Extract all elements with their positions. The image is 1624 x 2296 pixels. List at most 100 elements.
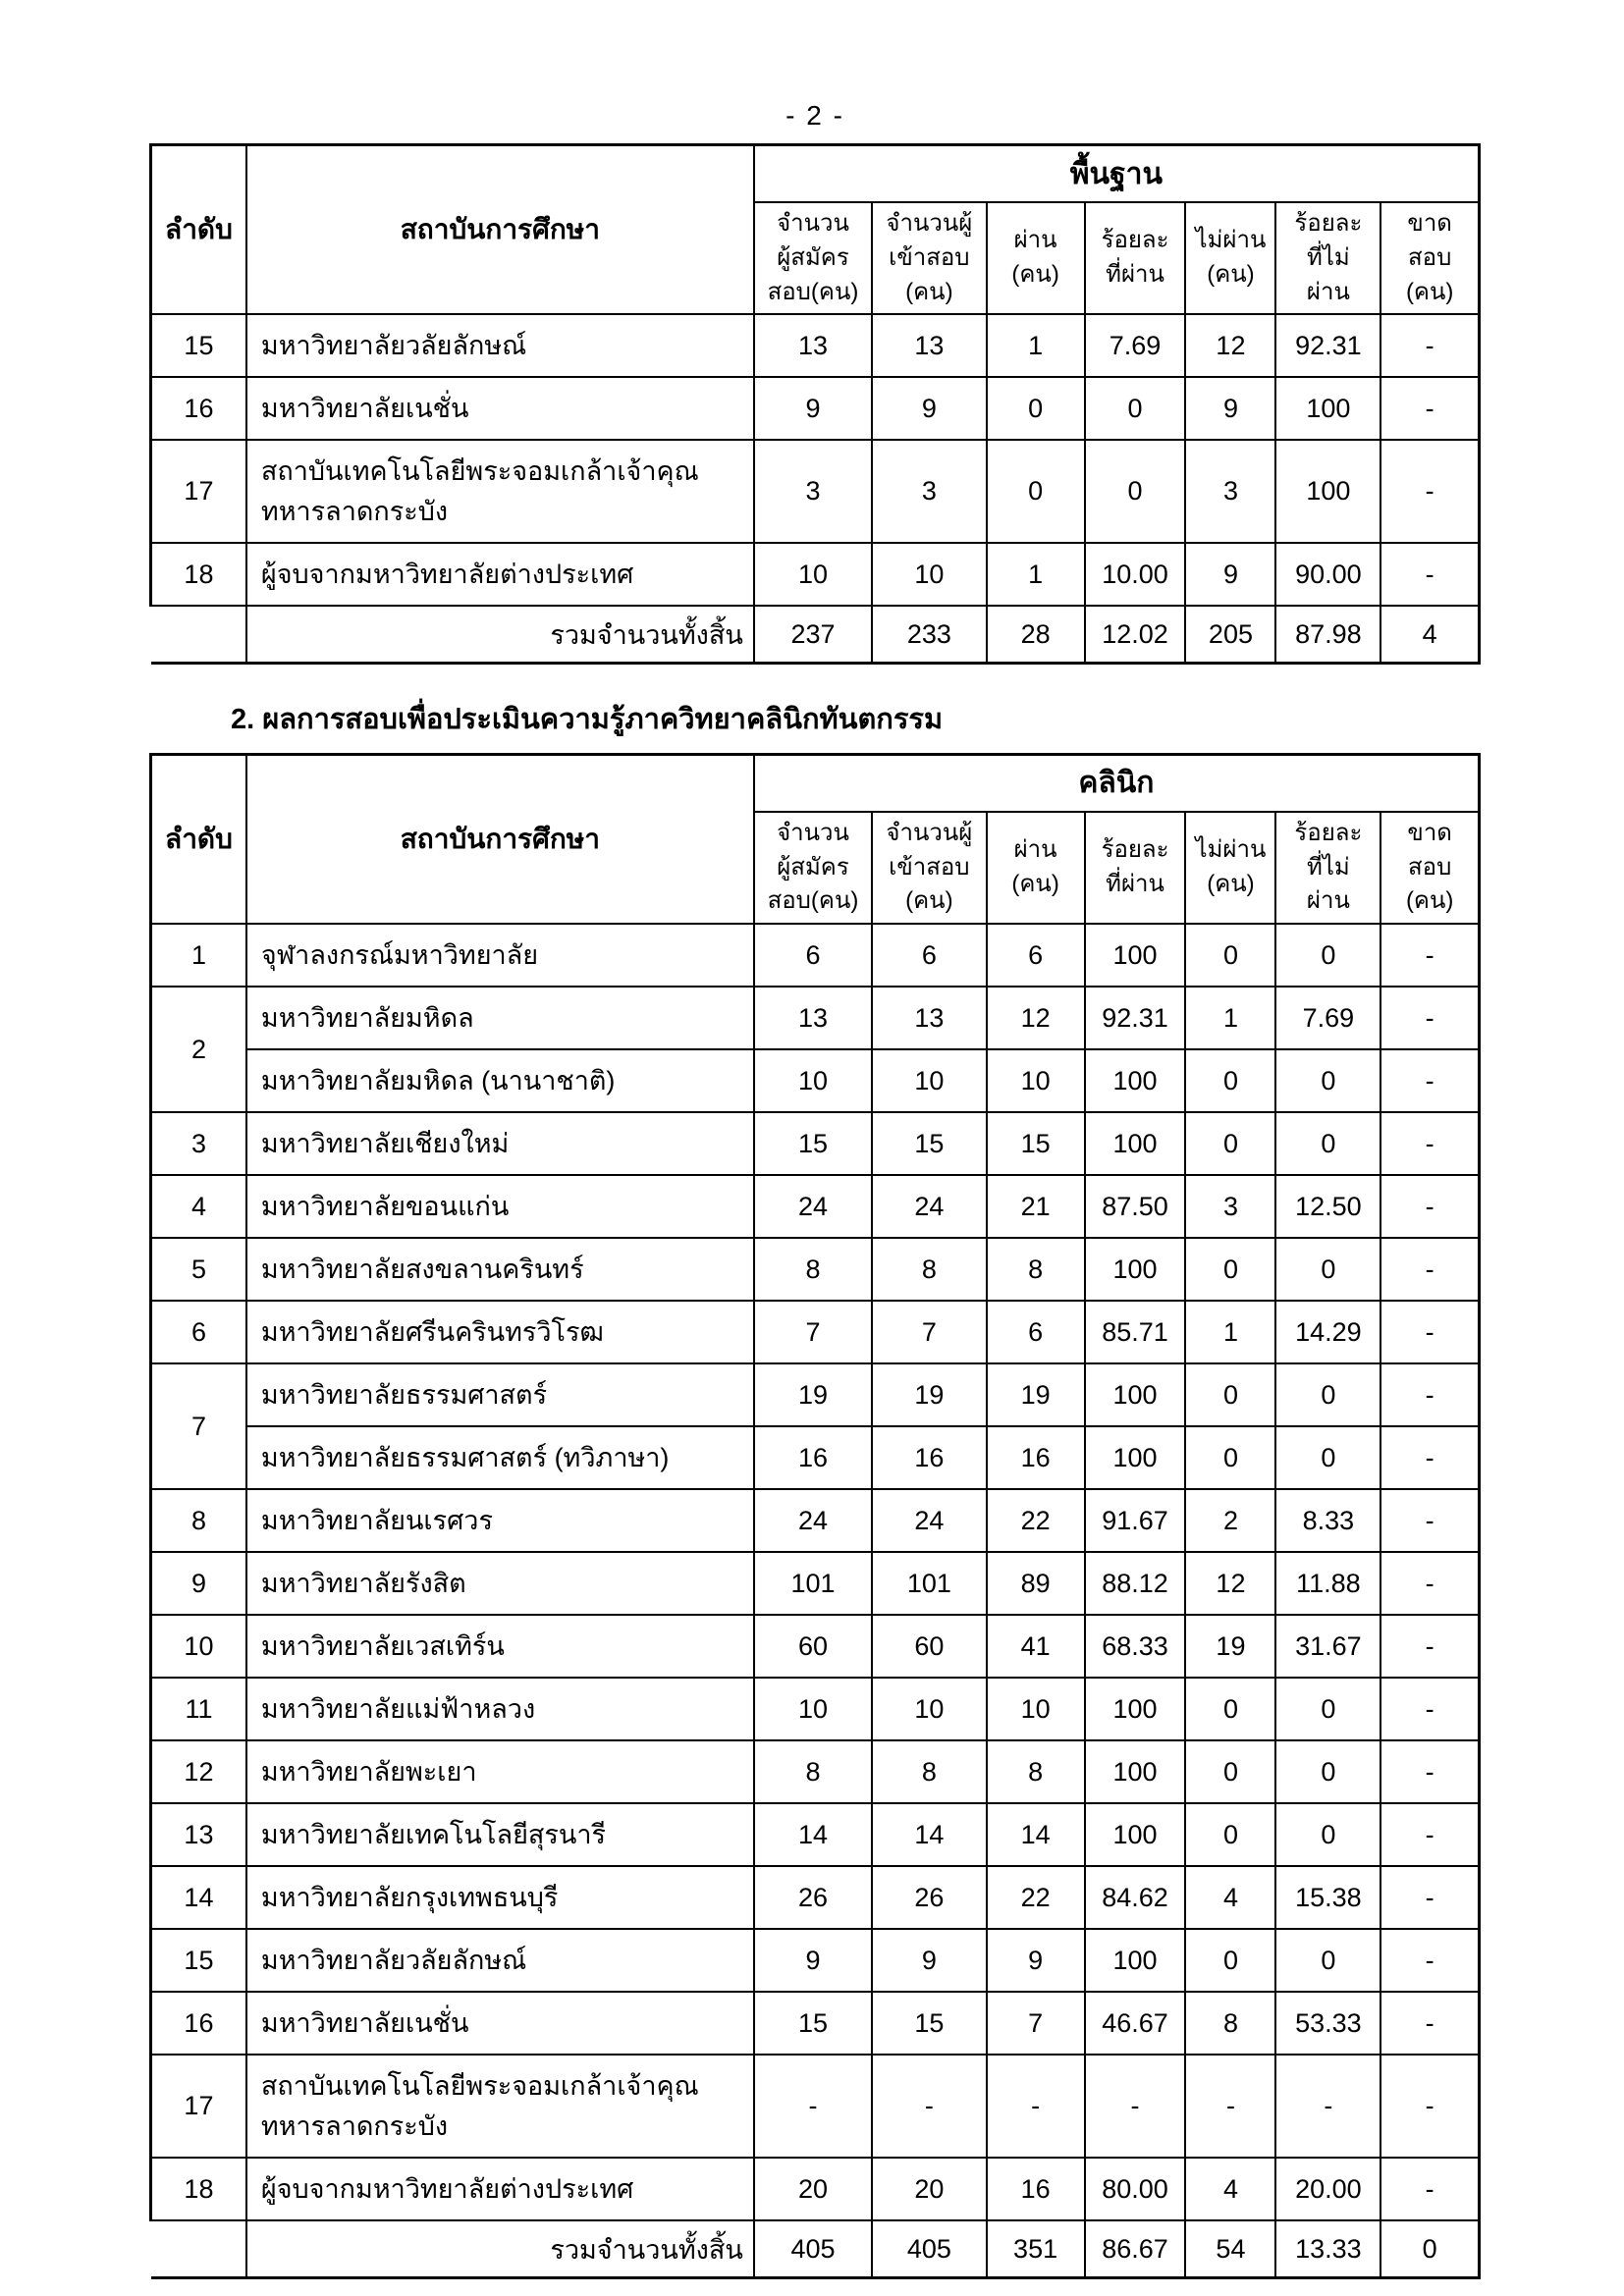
value-cell: 100 [1274, 376, 1382, 442]
table-row: 4 มหาวิทยาลัยขอนแก่น 24 24 21 87.50 3 12.50- [148, 1174, 1482, 1240]
value-cell: 6 [871, 923, 988, 988]
value-cell: 2 [1184, 1488, 1277, 1554]
header-no: ลำดับ [148, 143, 247, 316]
row-number-cell: 7 [148, 1362, 247, 1491]
value-cell: 13 [752, 986, 874, 1051]
institution-cell: มหาวิทยาลัยมหิดล [244, 986, 755, 1051]
institution-cell: จุฬาลงกรณ์มหาวิทยาลัย [244, 923, 755, 988]
value-cell: 4 [1184, 1865, 1277, 1931]
value-cell: 0 [1184, 1739, 1277, 1805]
total-blank-cell [150, 606, 246, 665]
value-cell: 0 [1274, 1677, 1382, 1742]
value-cell: - [1083, 2054, 1187, 2160]
value-cell: - [1380, 1300, 1482, 1365]
value-cell: 15.38 [1274, 1865, 1382, 1931]
table-row: 5 มหาวิทยาลัยสงขลานครินทร์ 8 8 8 100 0 0- [148, 1237, 1482, 1303]
value-cell: - [1380, 1802, 1482, 1868]
header-sub: ผ่าน (คน) [985, 810, 1086, 926]
value-cell: 8 [752, 1739, 874, 1805]
value-cell: - [1274, 2054, 1382, 2160]
value-cell: 100 [1083, 1425, 1187, 1491]
institution-cell: สถาบันเทคโนโลยีพระจอมเกล้าเจ้าคุณ ทหารลา… [244, 2054, 755, 2160]
value-cell: - [1380, 1865, 1482, 1931]
value-cell: 0 [1184, 1928, 1277, 1994]
value-cell: - [1380, 986, 1482, 1051]
total-value-cell: 405 [871, 2219, 988, 2279]
header-sub: ขาด สอบ (คน) [1380, 200, 1482, 316]
total-label-cell: รวมจำนวนทั้งสิ้น [244, 2219, 755, 2279]
value-cell: 0 [1274, 1739, 1382, 1805]
value-cell: 26 [752, 1865, 874, 1931]
value-cell: 0 [1274, 923, 1382, 988]
value-cell: 15 [871, 1111, 988, 1177]
value-cell: 10 [871, 542, 988, 608]
header-group: พื้นฐาน [752, 143, 1481, 203]
value-cell: 8 [985, 1739, 1086, 1805]
row-number-cell: 14 [148, 1865, 247, 1931]
total-value-cell: 86.67 [1083, 2219, 1187, 2279]
value-cell: - [871, 2054, 988, 2160]
institution-cell: สถาบันเทคโนโลยีพระจอมเกล้าเจ้าคุณ ทหารลา… [244, 439, 755, 545]
value-cell: 100 [1083, 1802, 1187, 1868]
value-cell: 60 [752, 1614, 874, 1680]
row-number-cell: 8 [148, 1488, 247, 1554]
value-cell: 10.00 [1083, 542, 1187, 608]
table-row: 2 มหาวิทยาลัยมหิดล 13 13 12 92.31 1 7.69- [148, 986, 1482, 1114]
total-value-cell: 28 [985, 605, 1086, 665]
value-cell: 0 [1274, 1802, 1382, 1868]
value-cell: 12 [1184, 313, 1277, 379]
row-number-cell: 5 [148, 1237, 247, 1303]
value-cell: 21 [985, 1174, 1086, 1240]
row-number-cell: 18 [148, 2157, 247, 2222]
value-cell: - [985, 2054, 1086, 2160]
value-cell: 19 [871, 1362, 988, 1428]
table-row: 15 มหาวิทยาลัยวลัยลักษณ์ 9 9 9 100 0 0- [148, 1928, 1482, 1994]
value-cell: 0 [1083, 439, 1187, 545]
value-cell: 7.69 [1083, 313, 1187, 379]
value-cell: 0 [1184, 1048, 1277, 1114]
value-cell: 88.12 [1083, 1551, 1187, 1617]
header-row-sub: จำนวน ผู้สมัคร สอบ(คน) จำนวนผู้ เข้าสอบ (… [151, 810, 1482, 926]
value-cell: 16 [752, 1425, 874, 1491]
row-number-cell: 17 [148, 439, 247, 545]
table-row: 6 มหาวิทยาลัยศรีนครินทรวิโรฒ 7 7 6 85.71 1 14.2… [148, 1300, 1482, 1365]
header-sub: ร้อยละ ที่ไม่ ผ่าน [1274, 200, 1382, 316]
row-number-cell: 17 [148, 2054, 247, 2160]
value-cell: 100 [1083, 1111, 1187, 1177]
institution-cell: ผู้จบจากมหาวิทยาลัยต่างประเทศ [244, 542, 755, 608]
value-cell: 6 [752, 923, 874, 988]
value-cell: 19 [752, 1362, 874, 1428]
header-institution: สถาบันการศึกษา [244, 143, 755, 316]
value-cell: 14 [871, 1802, 988, 1868]
value-cell: 19 [985, 1362, 1086, 1428]
value-cell: 8 [871, 1739, 988, 1805]
header-sub: ขาด สอบ (คน) [1380, 810, 1482, 926]
value-cell: 1 [1184, 1300, 1277, 1365]
value-cell: 9 [871, 1928, 988, 1994]
value-cell: - [1380, 376, 1482, 442]
value-cell: - [1380, 1425, 1482, 1491]
institution-cell: มหาวิทยาลัยเวสเทิร์น [244, 1614, 755, 1680]
total-value-cell: 351 [985, 2219, 1086, 2279]
value-cell: - [1380, 439, 1482, 545]
value-cell: 0 [985, 439, 1086, 545]
row-number-cell: 18 [148, 542, 247, 608]
value-cell: 0 [1274, 1425, 1382, 1491]
value-cell: 24 [752, 1174, 874, 1240]
value-cell: 7.69 [1274, 986, 1382, 1051]
value-cell: - [1380, 1739, 1482, 1805]
row-number-cell: 6 [148, 1300, 247, 1365]
header-sub: ร้อยละ ที่ไม่ ผ่าน [1274, 810, 1382, 926]
value-cell: 0 [1274, 1111, 1382, 1177]
value-cell: 1 [985, 313, 1086, 379]
header-row-group: ลำดับ สถาบันการศึกษา คลินิก [148, 752, 1481, 926]
value-cell: 11.88 [1274, 1551, 1382, 1617]
row-number-cell: 2 [148, 986, 247, 1114]
row-number-cell: 16 [148, 376, 247, 442]
institution-cell: มหาวิทยาลัยพะเยา [244, 1739, 755, 1805]
row-number-cell: 15 [148, 1928, 247, 1994]
value-cell: 84.62 [1083, 1865, 1187, 1931]
total-value-cell: 12.02 [1083, 605, 1187, 665]
results-table-basic: ลำดับ สถาบันการศึกษา พื้นฐาน จำนวน ผู้สมัคร… [148, 143, 1482, 665]
